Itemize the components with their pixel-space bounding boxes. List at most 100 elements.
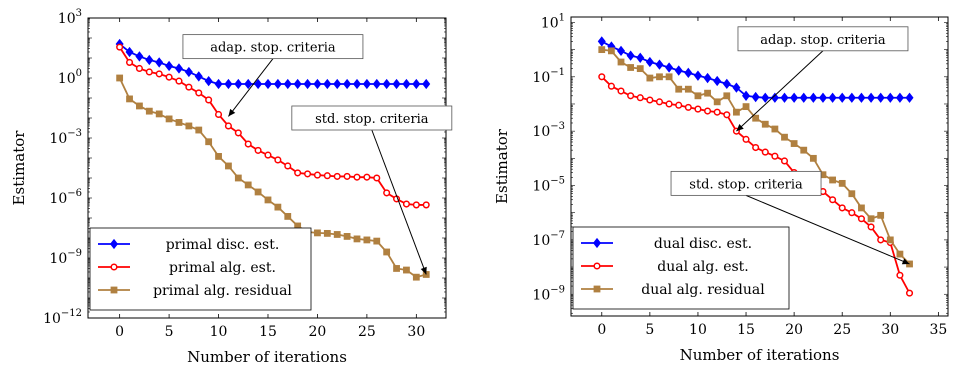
data-point [818,92,827,103]
legend-label: dual alg. est. [657,259,749,275]
data-point [303,78,312,90]
data-point [214,78,223,90]
legend-item: primal disc. est. [98,237,279,253]
data-point [194,71,203,82]
data-point [412,273,420,281]
data-point [274,156,282,164]
legend-item: dual disc. est. [581,236,752,252]
x-tick-label: 10 [210,324,228,340]
data-point [828,92,837,103]
annotation-box [737,26,909,52]
data-point [742,135,750,143]
data-point [877,211,885,219]
data-point [383,189,391,197]
data-point [848,209,856,217]
data-point [674,65,683,76]
x-tick-label: 35 [929,322,947,338]
data-point [333,78,342,90]
data-point [713,75,722,87]
data-point [343,78,352,90]
data-point [284,162,292,170]
data-point [323,172,331,180]
data-point [363,236,371,244]
x-axis-title: Number of iterations [680,346,840,364]
data-point [597,36,606,47]
data-point [790,140,798,147]
data-point [617,45,626,57]
data-point [713,108,721,116]
data-point [723,92,731,100]
x-tick-label: 25 [358,324,376,340]
data-point [704,89,711,97]
data-point [402,78,411,90]
annotation-arrow [228,58,274,117]
data-point [284,213,292,220]
series-dual-disc-est- [597,36,914,103]
data-point [800,146,808,154]
y-tick-label: 10−3 [49,128,82,147]
data-point [790,92,799,103]
data-point [353,173,361,181]
data-point [264,196,272,204]
annotation-text: adap. stop. criteria [760,33,886,48]
data-point [751,91,760,103]
data-point [636,52,645,63]
data-point [905,92,914,103]
data-point [607,82,615,90]
data-point [353,235,361,243]
data-point [402,200,410,208]
data-point [694,92,702,100]
data-point [896,271,904,279]
data-point [858,204,865,212]
data-point [675,101,683,109]
annotation: adap. stop. criteria [182,34,364,117]
y-tick-label: 10−3 [532,121,565,140]
data-point [234,174,242,182]
data-point [742,103,750,111]
data-point [313,171,321,179]
data-point [703,72,712,84]
data-point [234,78,243,90]
annotation-arrowhead [228,108,236,117]
data-point [704,107,712,115]
chart-dual: 0 5 10 15 20 25 30 35 101 10−1 10−3 10−5 10−7 10−9 Num… [493,12,949,364]
annotation-box [670,170,822,196]
data-point [412,201,420,209]
legend: primal disc. est. primal alg. est. primal … [89,227,312,311]
x-tick-label: 5 [645,322,654,338]
x-tick-label: 15 [737,322,755,338]
y-tick-label: 10−6 [49,188,82,207]
series-primal-alg-residual [116,74,430,281]
data-point [145,68,153,76]
data-point [343,233,351,240]
annotation: std. stop. criteria [291,105,453,275]
data-point [761,148,769,156]
data-point [244,78,253,90]
data-point [607,47,615,55]
data-point [598,73,606,81]
data-point [234,129,242,137]
data-point [343,172,351,180]
data-point [254,78,263,90]
data-point [684,103,692,111]
annotation-text: adap. stop. criteria [210,41,336,56]
y-tick-label: 10−9 [49,248,82,267]
data-point [771,125,779,133]
data-point [780,92,789,103]
data-point [165,115,173,123]
data-point [403,266,410,274]
data-point [135,64,143,73]
data-point [333,172,341,180]
data-point [857,92,866,103]
data-point [185,122,193,130]
data-point [857,215,865,223]
x-tick-label: 20 [309,324,327,340]
data-point [655,59,664,70]
data-point [627,64,635,71]
data-point [761,120,769,128]
data-point [656,73,663,81]
data-point [636,94,644,102]
data-point [215,153,222,160]
data-point [422,78,431,90]
legend-swatch-marker [110,286,118,294]
